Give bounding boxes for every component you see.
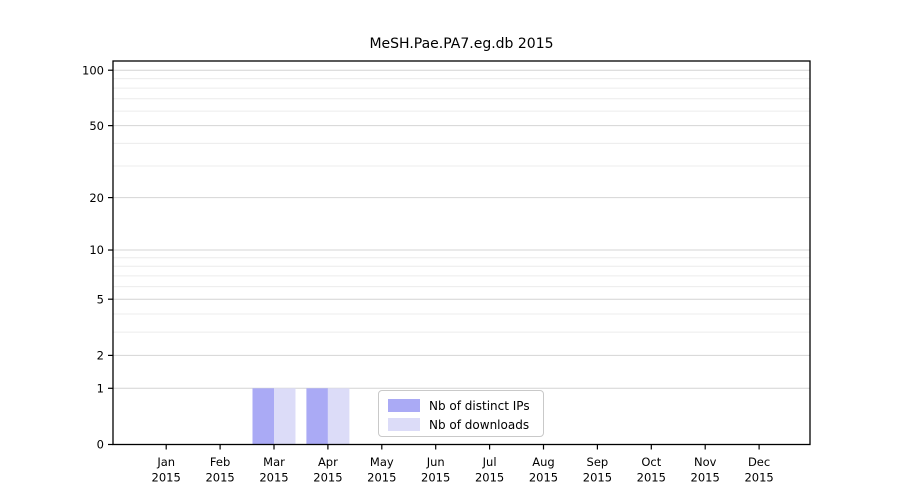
y-tick-label: 1 [97,381,104,395]
legend-swatch-distinct-ips [388,399,420,412]
legend-swatch-downloads [388,418,420,431]
x-tick-label-month: Sep [587,455,609,469]
legend-item-downloads: Nb of downloads [388,415,534,434]
legend-label-downloads: Nb of downloads [429,417,530,432]
bar-nb-of-distinct-ips [306,388,328,445]
bar-nb-of-downloads [274,388,296,445]
x-tick-label-year: 2015 [205,471,234,485]
y-tick-label: 50 [89,119,104,133]
bar-nb-of-downloads [327,388,350,445]
legend: Nb of distinct IPs Nb of downloads [378,390,544,437]
x-tick-label-month: Aug [532,455,554,469]
x-tick-label-year: 2015 [152,471,181,485]
legend-item-distinct-ips: Nb of distinct IPs [388,396,534,415]
x-tick-label-month: Jul [482,455,497,469]
y-tick-label: 2 [97,349,104,363]
x-tick-label-month: May [370,455,394,469]
x-tick-label-year: 2015 [529,471,558,485]
legend-label-distinct-ips: Nb of distinct IPs [429,398,530,413]
bar-nb-of-distinct-ips [252,388,274,445]
x-tick-label-month: Nov [694,455,717,469]
x-tick-label-month: Mar [263,455,285,469]
x-tick-label-month: Feb [210,455,230,469]
plot-frame [112,60,811,446]
y-tick-label: 100 [82,63,104,77]
y-tick-label: 10 [89,243,104,257]
y-tick-label: 0 [97,438,104,452]
x-tick-label-year: 2015 [421,471,450,485]
x-tick-label-year: 2015 [744,471,773,485]
x-tick-label-year: 2015 [313,471,342,485]
x-tick-label-year: 2015 [259,471,288,485]
chart-title: MeSH.Pae.PA7.eg.db 2015 [369,36,554,52]
x-tick-label-month: Jun [426,455,445,469]
x-tick-label-month: Oct [641,455,661,469]
x-tick-label-month: Jan [156,455,175,469]
x-tick-label-year: 2015 [367,471,396,485]
y-tick-label: 20 [89,191,104,205]
x-tick-label-month: Apr [318,455,338,469]
x-tick-label-year: 2015 [691,471,720,485]
x-tick-label-year: 2015 [583,471,612,485]
x-tick-label-year: 2015 [475,471,504,485]
y-tick-label: 5 [97,292,104,306]
x-tick-label-year: 2015 [637,471,666,485]
x-tick-label-month: Dec [748,455,770,469]
